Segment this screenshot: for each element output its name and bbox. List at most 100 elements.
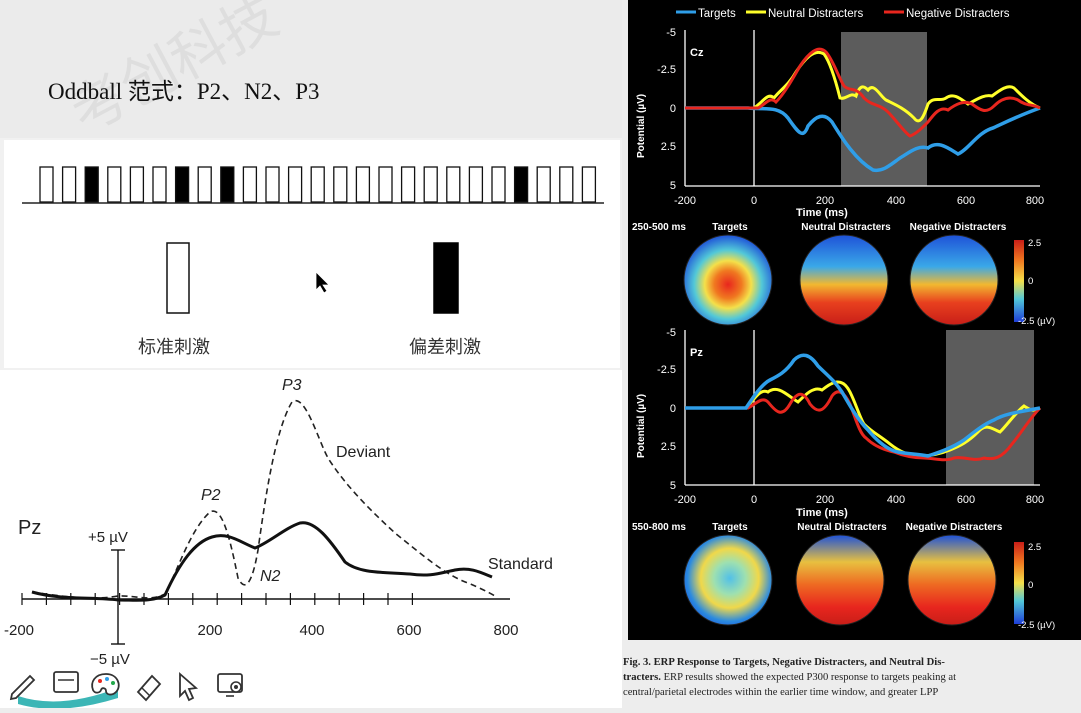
eraser-icon[interactable] [136, 674, 162, 702]
standard-stimulus [197, 166, 212, 203]
pz-y-axis-label: Potential (µV) [636, 394, 647, 458]
cz-x-tick: 400 [887, 195, 905, 207]
standard-stimulus [287, 166, 303, 203]
legend-label-negative: Negative Distracters [906, 8, 1010, 20]
x-tick-label: 400 [299, 622, 324, 639]
cz-x-tick: 0 [751, 195, 757, 207]
erp-figure-panel: Targets Neutral Distracters Negative Dis… [628, 0, 1081, 640]
pz-y-tick: -5 [666, 327, 676, 339]
topo2-label-negative: Negative Distracters [906, 522, 1003, 533]
figure-caption: Fig. 3. ERP Response to Targets, Negativ… [623, 655, 1081, 700]
stimulus-sequence [39, 166, 597, 203]
cz-y-axis-label: Potential (µV) [636, 94, 647, 158]
deviant-waveform [31, 399, 496, 599]
standard-stimulus [400, 166, 416, 203]
x-tick-label: -200 [4, 622, 34, 639]
pz-neutral-waveform [685, 380, 1041, 458]
palette-icon[interactable] [91, 673, 120, 696]
y-neg-label: −5 µV [90, 651, 130, 668]
topo1-scale-max: 2.5 [1028, 238, 1041, 249]
y-pos-label: +5 µV [88, 529, 128, 546]
standard-stimulus-example [166, 242, 190, 314]
topo1-label-neutral: Neutral Distracters [801, 222, 891, 233]
cz-x-axis-label: Time (ms) [796, 207, 848, 219]
standard-series-label: Standard [488, 556, 553, 573]
caption-line-2: ERP results showed the expected P300 res… [660, 672, 957, 683]
deviant-stimulus-label: 偏差刺激 [409, 337, 481, 357]
pz-x-tick: 600 [957, 494, 975, 506]
page-title: Oddball 范式：P2、N2、P3 [48, 79, 320, 104]
topo2-color-scale [1014, 542, 1024, 624]
standard-stimulus [107, 166, 122, 203]
standard-waveform [31, 521, 493, 602]
standard-stimulus [355, 166, 371, 203]
pz-x-tick: 800 [1026, 494, 1044, 506]
standard-stimulus [559, 166, 574, 203]
oddball-paradigm-panel: 标准刺激 偏差刺激 [4, 140, 620, 368]
pz-x-tick: -200 [674, 494, 696, 506]
standard-stimulus [310, 166, 325, 203]
electrode-label: Pz [18, 517, 41, 539]
pz-x-tick: 200 [816, 494, 834, 506]
x-tick-label: 600 [396, 622, 421, 639]
deviant-stimulus [220, 166, 235, 203]
screen-record-icon[interactable] [217, 673, 243, 697]
topomap-neutral-early [799, 234, 889, 326]
deviant-stimulus [513, 166, 529, 203]
topo2-label-neutral: Neutral Distracters [797, 522, 887, 533]
caption-lead: Fig. 3. ERP Response to Targets, Negativ… [623, 657, 945, 668]
standard-stimulus [61, 166, 77, 203]
pen-icon[interactable] [9, 674, 36, 701]
x-tick-label: 200 [197, 622, 222, 639]
standard-stimulus [152, 166, 167, 203]
topo2-label-targets: Targets [712, 522, 748, 533]
oddball-diagram: 标准刺激 偏差刺激 [22, 166, 604, 357]
cz-y-tick: -5 [666, 27, 676, 39]
cz-y-tick: -2.5 [657, 64, 676, 76]
slide-title-band [0, 0, 622, 138]
topomap-negative-late [907, 534, 997, 626]
erp-waveform-plot: Pz +5 µV −5 µV -200 200 400 600 800 P3 P… [4, 377, 553, 668]
deviant-series-label: Deviant [336, 444, 391, 461]
erp-waveform-panel: Pz +5 µV −5 µV -200 200 400 600 800 P3 P… [0, 370, 622, 708]
cz-channel-label: Cz [690, 47, 704, 59]
legend-label-targets: Targets [698, 8, 736, 20]
pz-y-tick: 2.5 [661, 441, 676, 453]
n2-peak-label: N2 [260, 568, 281, 585]
topo1-scale-mid: 0 [1028, 276, 1033, 287]
topo2-scale-max: 2.5 [1028, 542, 1041, 553]
whiteboard-icon[interactable] [53, 671, 79, 693]
standard-stimulus [536, 166, 551, 203]
p3-peak-label: P3 [282, 377, 302, 394]
mouse-cursor-icon [315, 271, 330, 294]
topomap-neutral-late [795, 534, 885, 626]
pointer-icon[interactable] [179, 672, 199, 702]
cz-x-tick: 600 [957, 195, 975, 207]
pz-y-tick: 0 [670, 403, 676, 415]
p2-peak-label: P2 [201, 487, 221, 504]
cz-y-tick: 2.5 [661, 141, 676, 153]
cz-targets-waveform [685, 106, 1041, 173]
topomap-negative-early [909, 234, 999, 326]
pz-targets-waveform [685, 353, 1041, 458]
deviant-stimulus [84, 166, 99, 203]
cz-x-tick: 200 [816, 195, 834, 207]
standard-stimulus [581, 166, 597, 203]
erp-figure: Targets Neutral Distracters Negative Dis… [632, 8, 1055, 631]
toolbar-icons [9, 671, 243, 709]
topo1-color-scale [1014, 240, 1024, 322]
topomap-targets-early [683, 234, 773, 326]
standard-stimulus [333, 166, 348, 203]
standard-stimulus [378, 166, 393, 203]
standard-stimulus [423, 166, 438, 203]
pz-x-tick: 400 [887, 494, 905, 506]
pz-x-axis-label: Time (ms) [796, 507, 848, 519]
topomap-targets-late [683, 534, 773, 626]
cz-x-tick: 800 [1026, 195, 1044, 207]
standard-stimulus [468, 166, 484, 203]
caption-line-3: central/parietal electrodes within the e… [623, 687, 939, 698]
standard-stimulus [446, 166, 461, 203]
standard-stimulus [129, 166, 145, 203]
standard-stimulus [265, 166, 280, 203]
pz-x-tick: 0 [751, 494, 757, 506]
